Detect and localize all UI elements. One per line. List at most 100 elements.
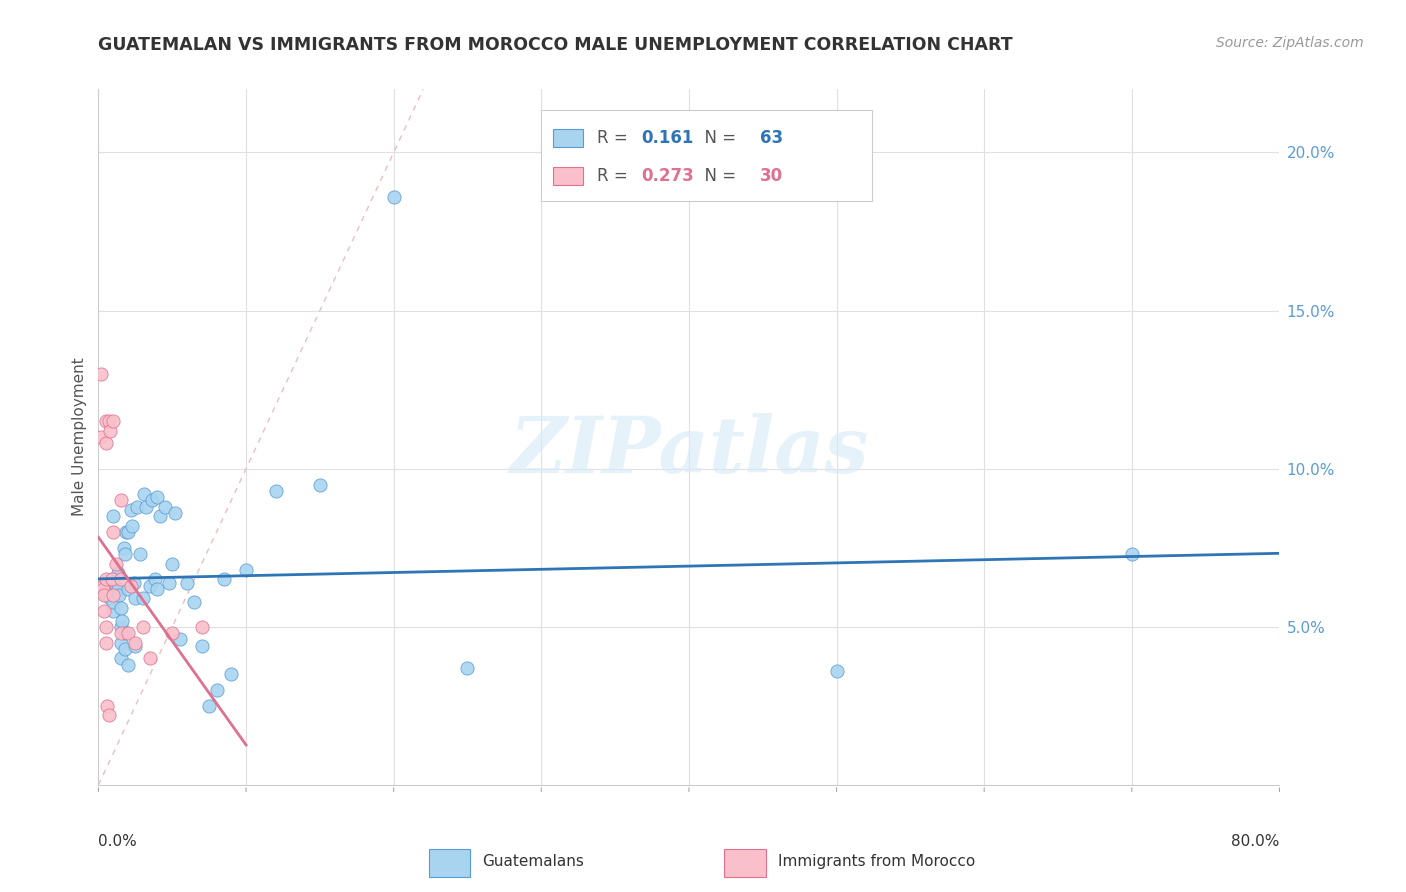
Point — [103, 604, 125, 618]
Point — [125, 500, 148, 514]
Point — [94, 635, 117, 649]
Point — [90, 367, 112, 381]
FancyBboxPatch shape — [541, 110, 872, 201]
Text: N =: N = — [693, 129, 741, 147]
Point — [98, 424, 121, 438]
Point — [825, 664, 848, 678]
Point — [124, 635, 146, 649]
Point — [103, 573, 125, 587]
Point — [235, 563, 257, 577]
Point — [117, 524, 139, 539]
Point — [122, 575, 145, 590]
Text: Source: ZipAtlas.com: Source: ZipAtlas.com — [1216, 36, 1364, 50]
Point — [124, 639, 146, 653]
Point — [456, 661, 478, 675]
Point — [134, 487, 156, 501]
Point — [103, 582, 125, 596]
Point — [94, 573, 117, 587]
Point — [1121, 547, 1143, 561]
Point — [114, 626, 136, 640]
Point — [93, 604, 115, 618]
Point — [143, 573, 166, 587]
Y-axis label: Male Unemployment: Male Unemployment — [72, 358, 87, 516]
Point — [132, 591, 155, 606]
Point — [162, 626, 183, 640]
Point — [212, 573, 235, 587]
Point — [198, 698, 221, 713]
Point — [141, 493, 163, 508]
Point — [100, 573, 122, 587]
Point — [108, 588, 131, 602]
Point — [97, 582, 120, 596]
Point — [205, 683, 228, 698]
Point — [157, 575, 180, 590]
Point — [94, 436, 117, 450]
Point — [94, 579, 117, 593]
Point — [114, 547, 136, 561]
Point — [110, 600, 132, 615]
Point — [139, 651, 162, 665]
Point — [219, 667, 242, 681]
Text: GUATEMALAN VS IMMIGRANTS FROM MOROCCO MALE UNEMPLOYMENT CORRELATION CHART: GUATEMALAN VS IMMIGRANTS FROM MOROCCO MA… — [98, 36, 1014, 54]
Point — [114, 642, 136, 657]
Point — [107, 566, 129, 580]
Point — [382, 190, 405, 204]
Point — [264, 483, 287, 498]
Point — [93, 588, 115, 602]
Point — [146, 582, 169, 596]
Point — [110, 493, 132, 508]
Point — [91, 582, 114, 596]
Point — [103, 588, 125, 602]
Point — [120, 503, 142, 517]
Point — [132, 620, 155, 634]
Point — [103, 414, 125, 428]
Point — [94, 414, 117, 428]
Point — [103, 588, 125, 602]
Point — [94, 588, 117, 602]
Point — [111, 614, 134, 628]
Point — [176, 575, 198, 590]
Point — [110, 651, 132, 665]
Point — [117, 626, 139, 640]
Text: 0.0%: 0.0% — [98, 834, 138, 848]
Point — [128, 547, 150, 561]
Point — [309, 477, 332, 491]
Point — [110, 635, 132, 649]
Point — [107, 582, 129, 596]
Point — [103, 509, 125, 524]
FancyBboxPatch shape — [553, 129, 582, 146]
Point — [117, 657, 139, 672]
Point — [153, 500, 176, 514]
Text: 80.0%: 80.0% — [1232, 834, 1279, 848]
Point — [94, 620, 117, 634]
Text: 0.273: 0.273 — [641, 167, 695, 186]
Text: R =: R = — [596, 167, 633, 186]
Point — [139, 579, 162, 593]
Point — [117, 582, 139, 596]
Point — [115, 524, 138, 539]
Point — [146, 490, 169, 504]
Point — [97, 414, 120, 428]
Point — [135, 500, 157, 514]
Point — [191, 620, 214, 634]
Point — [121, 518, 143, 533]
Point — [91, 579, 114, 593]
Point — [103, 524, 125, 539]
Text: Immigrants from Morocco: Immigrants from Morocco — [778, 854, 974, 869]
Point — [149, 509, 172, 524]
Text: N =: N = — [693, 167, 741, 186]
Point — [100, 575, 122, 590]
Point — [162, 557, 183, 571]
Point — [191, 639, 214, 653]
Point — [120, 579, 142, 593]
Point — [105, 579, 128, 593]
Text: Guatemalans: Guatemalans — [482, 854, 583, 869]
Text: 0.161: 0.161 — [641, 129, 695, 147]
FancyBboxPatch shape — [724, 849, 766, 877]
Point — [105, 557, 128, 571]
Point — [124, 591, 146, 606]
Point — [103, 594, 125, 608]
Point — [165, 506, 187, 520]
Text: ZIPatlas: ZIPatlas — [509, 413, 869, 489]
Point — [98, 591, 121, 606]
